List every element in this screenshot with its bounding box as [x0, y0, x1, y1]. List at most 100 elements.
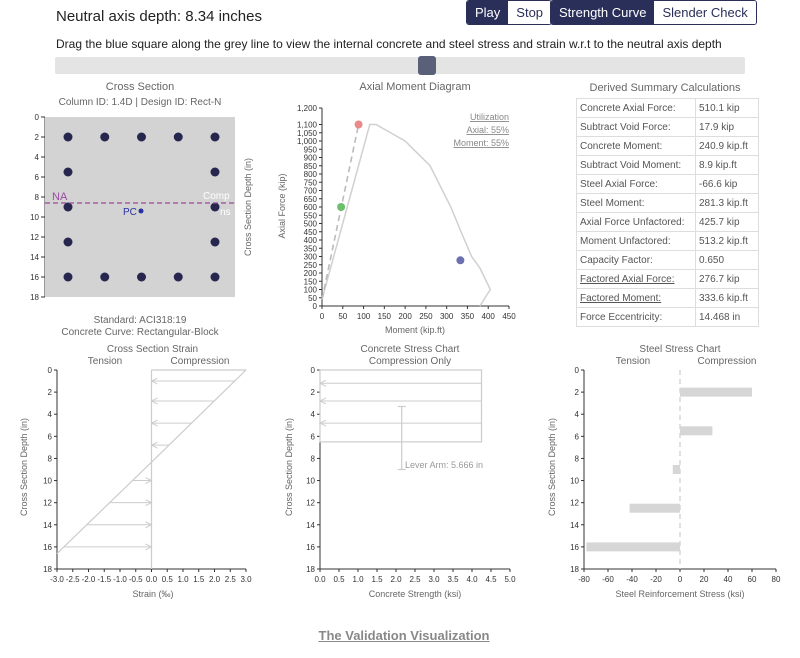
strain-x-tick-label: 2.5	[225, 575, 237, 584]
cs-y-tick-label: 6	[35, 173, 40, 182]
concrete-x-tick-label: 4.5	[485, 575, 497, 584]
strain-compression-label: Compression	[170, 356, 230, 367]
strain-arrow-head	[145, 521, 153, 529]
cs-y-tick-label: 12	[30, 233, 39, 242]
am-y-tick-label: 950	[304, 145, 318, 154]
am-y-tick-label: 1,000	[297, 137, 318, 146]
summary-row: Axial Force Unfactored: 425.7 kip	[576, 212, 759, 232]
concrete-y-label: Cross Section Depth (in)	[284, 418, 294, 516]
strain-y-tick-label: 2	[48, 388, 53, 397]
interaction-point	[337, 203, 346, 211]
steel-y-tick-label: 12	[570, 499, 579, 508]
am-y-tick-label: 300	[304, 253, 318, 262]
strain-arrow-head	[150, 377, 158, 385]
steel-x-label: Steel Reinforcement Stress (ksi)	[615, 589, 744, 599]
concrete-y-tick-label: 16	[306, 543, 315, 552]
neutral-axis-slider-track[interactable]	[55, 57, 745, 74]
strain-y-tick-label: 10	[43, 477, 52, 486]
strain-arrow-head	[150, 441, 158, 449]
strain-tension-label: Tension	[87, 356, 123, 367]
cs-y-tick-label: 0	[35, 113, 40, 122]
am-y-tick-label: 650	[304, 195, 318, 204]
concrete-x-tick-label: 0.5	[333, 575, 345, 584]
concrete-x-tick-label: 2.0	[390, 575, 402, 584]
steel-y-tick-label: 2	[575, 388, 580, 397]
summary-value: 281.3 kip.ft	[695, 193, 759, 213]
strain-arrow-head	[150, 397, 158, 405]
strain-y-tick-label: 18	[43, 565, 52, 574]
rebar	[100, 132, 110, 142]
summary-row: Moment Unfactored: 513.2 kip.ft	[576, 231, 759, 251]
lever-arm-label: Lever Arm: 5.666 in	[405, 460, 483, 470]
summary-value: 425.7 kip	[695, 212, 759, 232]
strain-x-label: Strain (‰)	[132, 589, 173, 599]
summary-row: Steel Moment: 281.3 kip.ft	[576, 193, 759, 213]
comp-label: Comp	[203, 191, 230, 202]
strain-y-tick-label: 6	[48, 432, 53, 441]
view-toggle: Strength Curve Slender Check	[550, 0, 757, 25]
steel-y-tick-label: 18	[570, 565, 579, 574]
am-y-tick-label: 550	[304, 211, 318, 220]
am-y-tick-label: 1,050	[297, 129, 318, 138]
summary-value: 17.9 kip	[695, 117, 759, 137]
am-y-tick-label: 100	[304, 286, 318, 295]
summary-row: Factored Axial Force: 276.7 kip	[576, 269, 759, 289]
interaction-point	[354, 120, 363, 129]
am-y-tick-label: 400	[304, 236, 318, 245]
steel-x-tick-label: 0	[678, 575, 683, 584]
cross-section-subtitle: Column ID: 1.4D | Design ID: Rect-N	[58, 97, 222, 108]
am-y-tick-label: 900	[304, 154, 318, 163]
summary-value: 513.2 kip.ft	[695, 231, 759, 251]
strain-y-tick-label: 14	[43, 521, 52, 530]
concrete-curve-label: Concrete Curve: Rectangular-Block	[61, 327, 219, 338]
am-x-tick-label: 450	[502, 312, 516, 321]
concrete-stress-subtitle: Compression Only	[368, 356, 452, 367]
cross-section-figure: 0 2 4 6 8 10 12 14 16 18 NA PC Comp ns Cross Sect…	[30, 113, 253, 302]
am-y-tick-label: 150	[304, 277, 318, 286]
cs-y-label: Cross Section Depth (in)	[243, 158, 253, 256]
play-button[interactable]: Play	[467, 1, 509, 24]
steel-stress-bar	[680, 387, 752, 397]
am-y-tick-label: 200	[304, 269, 318, 278]
concrete-x-tick-label: 3.5	[447, 575, 459, 584]
strain-y-label: Cross Section Depth (in)	[19, 418, 29, 516]
am-x-tick-label: 350	[461, 312, 475, 321]
concrete-y-tick-label: 12	[306, 499, 315, 508]
rebar	[63, 167, 73, 177]
rebar	[137, 272, 146, 282]
strain-title: Cross Section Strain	[106, 344, 199, 355]
rebar	[63, 202, 73, 212]
rebar	[173, 272, 183, 282]
concrete-y-tick-label: 18	[306, 565, 315, 574]
summary-row: Concrete Moment: 240.9 kip.ft	[576, 136, 759, 156]
steel-x-tick-label: 60	[748, 575, 757, 584]
slender-check-button[interactable]: Slender Check	[654, 1, 756, 24]
utilization-title: Utilization	[470, 112, 509, 122]
summary-key: Capacity Factor:	[576, 250, 696, 270]
strain-x-tick-label: 3.0	[240, 575, 252, 584]
summary-row: Factored Moment: 333.6 kip.ft	[576, 288, 759, 308]
concrete-x-tick-label: 4.0	[466, 575, 478, 584]
rebar	[210, 132, 220, 142]
validation-visualization-link[interactable]: The Validation Visualization	[318, 628, 490, 643]
neutral-axis-slider-thumb[interactable]	[418, 56, 436, 75]
steel-stress-bar	[586, 542, 680, 552]
strain-y-tick-label: 4	[48, 410, 53, 419]
am-y-tick-label: 500	[304, 220, 318, 229]
strain-x-tick-label: -2.0	[82, 575, 96, 584]
rebar	[210, 237, 220, 247]
am-y-tick-label: 0	[313, 302, 318, 311]
steel-y-tick-label: 14	[570, 521, 579, 530]
steel-x-tick-label: 40	[724, 575, 733, 584]
strength-curve-button[interactable]: Strength Curve	[551, 1, 655, 24]
summary-value: 0.650	[695, 250, 759, 270]
concrete-arrow-head	[318, 419, 327, 427]
stop-button[interactable]: Stop	[508, 1, 552, 24]
strain-x-tick-label: -0.5	[129, 575, 143, 584]
am-y-tick-label: 1,200	[297, 104, 318, 113]
summary-key: Axial Force Unfactored:	[576, 212, 696, 232]
am-x-tick-label: 300	[440, 312, 454, 321]
steel-compression-label: Compression	[697, 356, 757, 367]
steel-x-tick-label: -40	[626, 575, 638, 584]
concrete-y-tick-label: 2	[311, 388, 316, 397]
